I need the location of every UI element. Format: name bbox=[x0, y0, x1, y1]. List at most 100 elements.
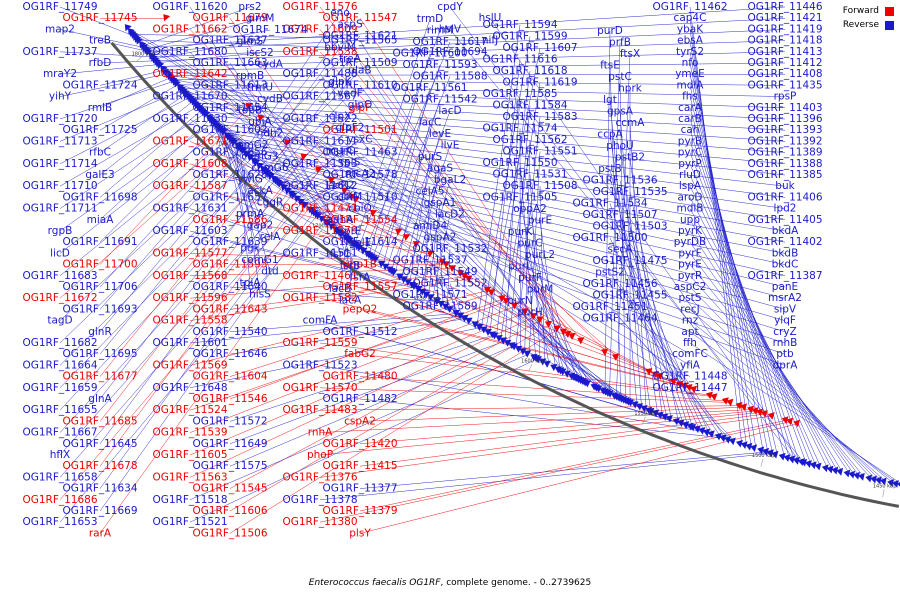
gene-label: plsY bbox=[349, 527, 371, 539]
gene-label: pstS bbox=[679, 292, 702, 304]
gene-arrow bbox=[483, 286, 492, 294]
gene-arrow bbox=[461, 272, 469, 280]
gene-connector bbox=[189, 315, 463, 344]
gene-connector bbox=[144, 6, 786, 48]
gene-connector bbox=[169, 73, 786, 76]
gene-label: phoU bbox=[606, 140, 633, 152]
gene-label: OG1RF_11568 bbox=[152, 270, 227, 282]
gene-label: OG1RF_11749 bbox=[22, 1, 97, 13]
gene-connector bbox=[248, 154, 786, 277]
kbp-tick-label: 1500 kbp bbox=[752, 453, 776, 459]
gene-connector bbox=[405, 145, 451, 280]
gene-arrow bbox=[836, 467, 844, 476]
gene-label: OG1RF_11539 bbox=[152, 427, 227, 439]
gene-label: OG1RF_11406 bbox=[747, 191, 822, 203]
gene-label: lacB bbox=[329, 283, 351, 295]
gene-label: lgt bbox=[603, 94, 617, 106]
gene-label: OG1RF_11677 bbox=[62, 371, 137, 383]
gene-connector bbox=[359, 62, 574, 377]
gene-label: pyrR bbox=[678, 270, 703, 282]
gene-arrow bbox=[553, 325, 561, 333]
gene-label: rnz bbox=[682, 315, 699, 327]
gene-label: cspA2 bbox=[344, 415, 376, 427]
gene-arrow bbox=[332, 226, 340, 234]
gene-arrow bbox=[740, 403, 748, 411]
gene-arrow bbox=[297, 198, 305, 206]
gene-label: OG1RF_11461 bbox=[282, 270, 357, 282]
gene-label: ylqF bbox=[774, 315, 796, 327]
gene-connector bbox=[419, 179, 451, 290]
gene-arrow bbox=[160, 65, 168, 73]
gene-connector bbox=[619, 180, 672, 419]
gene-connector bbox=[229, 324, 551, 512]
gene-label: fhs bbox=[682, 91, 698, 103]
gene-arrow bbox=[369, 209, 378, 217]
gene-connector bbox=[231, 139, 271, 272]
gene-arrow bbox=[595, 385, 603, 393]
gene-connector bbox=[629, 260, 709, 433]
gene-connector bbox=[391, 110, 451, 271]
gene-connector bbox=[177, 84, 786, 97]
gene-arrow bbox=[809, 461, 817, 470]
gene-arrow bbox=[301, 201, 309, 209]
gene-label: OG1RF_11507 bbox=[582, 209, 657, 221]
gene-label: OG1RF_11396 bbox=[747, 113, 822, 125]
gene-label: gap2 bbox=[247, 220, 273, 232]
gene-connector bbox=[59, 80, 175, 120]
gene-label: OG1RF_11376 bbox=[282, 471, 357, 483]
gene-connector bbox=[424, 191, 431, 293]
gene-label: OG1RF_11483 bbox=[282, 404, 357, 416]
gene-label: OG1RF_11488 bbox=[282, 68, 357, 80]
gene-connector bbox=[59, 113, 206, 209]
gene-arrow bbox=[408, 282, 417, 289]
gene-label: gspA2 bbox=[424, 232, 457, 244]
gene-arrow bbox=[247, 154, 255, 162]
gene-arrow bbox=[570, 373, 578, 382]
gene-connector bbox=[99, 169, 320, 467]
gene-arrow bbox=[745, 442, 753, 451]
gene-label: OG1RF_11602 bbox=[192, 124, 267, 136]
gene-arrow bbox=[341, 187, 349, 195]
gene-arrow bbox=[590, 383, 598, 391]
gene-label: OG1RF_11571 bbox=[392, 289, 467, 301]
legend-reverse: Reverse bbox=[843, 20, 894, 30]
gene-connector bbox=[319, 405, 742, 411]
gene-label: OG1RF_11408 bbox=[747, 68, 822, 80]
gene-arrow bbox=[530, 353, 538, 361]
gene-connector bbox=[149, 29, 271, 54]
gene-connector bbox=[189, 327, 482, 389]
gene-label: ywlG bbox=[237, 174, 263, 186]
gene-connector bbox=[164, 62, 786, 71]
gene-arrow bbox=[757, 446, 765, 455]
gene-label: OG1RF_11574 bbox=[482, 123, 557, 135]
gene-label: OG1RF_11595 bbox=[192, 259, 267, 271]
gene-connector bbox=[306, 185, 341, 206]
gene-connector bbox=[354, 18, 431, 244]
gene-arrow bbox=[544, 320, 553, 328]
gene-label: pyrP bbox=[678, 158, 702, 170]
strand-legend: Forward Reverse bbox=[843, 6, 894, 34]
gene-label: OG1RF_11385 bbox=[747, 169, 822, 181]
gene-label: treA bbox=[339, 53, 362, 65]
gene-label: OG1RF_11576 bbox=[282, 1, 357, 13]
gene-label: gspA1 bbox=[424, 197, 457, 209]
gene-arrow bbox=[800, 458, 808, 467]
gene-arrow bbox=[703, 428, 711, 437]
gene-label: aspS bbox=[337, 19, 363, 31]
gene-label: OG1RF_11546 bbox=[192, 393, 267, 405]
gene-label: OG1RF_11509 bbox=[322, 57, 397, 69]
gene-label: msrA2 bbox=[768, 292, 802, 304]
gene-label: galE3 bbox=[85, 169, 114, 181]
gene-arrow bbox=[698, 427, 706, 435]
gene-label: pyrC bbox=[678, 147, 703, 159]
gene-label: OG1RF_11569 bbox=[152, 359, 227, 371]
gene-connector bbox=[609, 99, 638, 405]
gene-arrow bbox=[604, 389, 612, 397]
gene-connector bbox=[609, 272, 714, 435]
gene-label: fsrC bbox=[330, 249, 351, 261]
gene-connector bbox=[59, 173, 269, 388]
gene-label: comG1 bbox=[241, 254, 278, 266]
gene-arrow bbox=[498, 295, 506, 303]
gene-arrow bbox=[574, 375, 582, 384]
